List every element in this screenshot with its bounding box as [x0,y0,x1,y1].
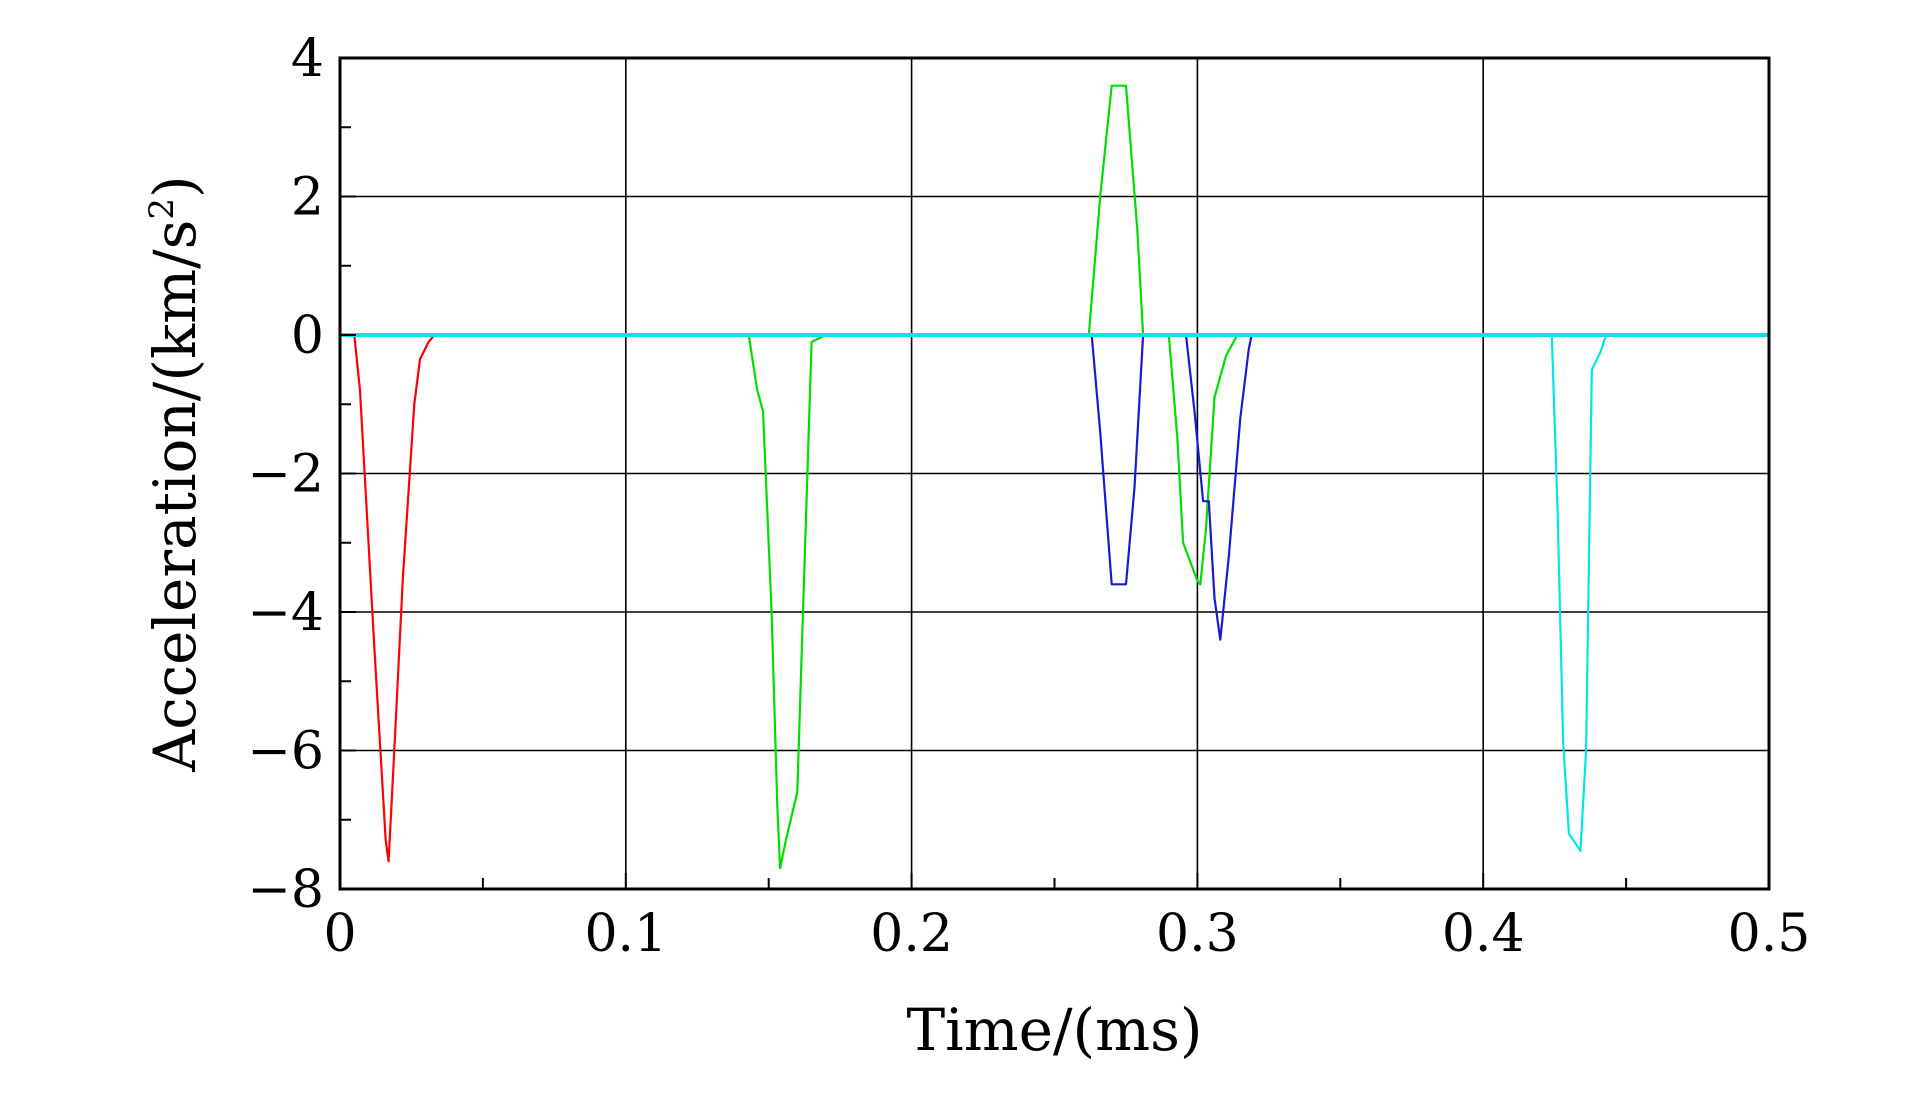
y-tick-label: −6 [247,722,324,782]
y-tick-label: 2 [291,168,324,228]
y-tick-label: 4 [291,29,324,89]
axis-ticks [339,57,1770,890]
series-line [340,333,1769,863]
y-tick-label: −2 [247,445,324,505]
series-line [340,333,1769,641]
x-tick-label: 0.3 [1156,904,1239,964]
x-axis-title: Time/(ms) [906,996,1202,1064]
series-line [340,333,1769,853]
x-tick-label: 0.4 [1442,904,1525,964]
y-axis-title-close: ) [141,175,209,198]
series-line [340,84,1769,870]
y-axis-title-main: Acceleration/(km/s [141,220,209,773]
grid-lines [339,57,1770,890]
y-tick-label: 0 [291,306,324,366]
y-tick-label: −4 [247,583,324,643]
series-lines [340,84,1769,870]
y-axis-title: Acceleration/(km/s2) [141,175,209,772]
tick-labels: 0 0.1 0.2 0.3 0.4 0.5 4 2 0 −2 −4 −6 −8 [247,29,1810,964]
y-axis-title-superscript: 2 [142,198,182,220]
x-tick-label: 0.5 [1728,904,1811,964]
x-tick-label: 0.1 [584,904,667,964]
x-tick-label: 0.2 [870,904,953,964]
x-tick-label: 0 [323,904,356,964]
y-tick-label: −8 [247,860,324,920]
